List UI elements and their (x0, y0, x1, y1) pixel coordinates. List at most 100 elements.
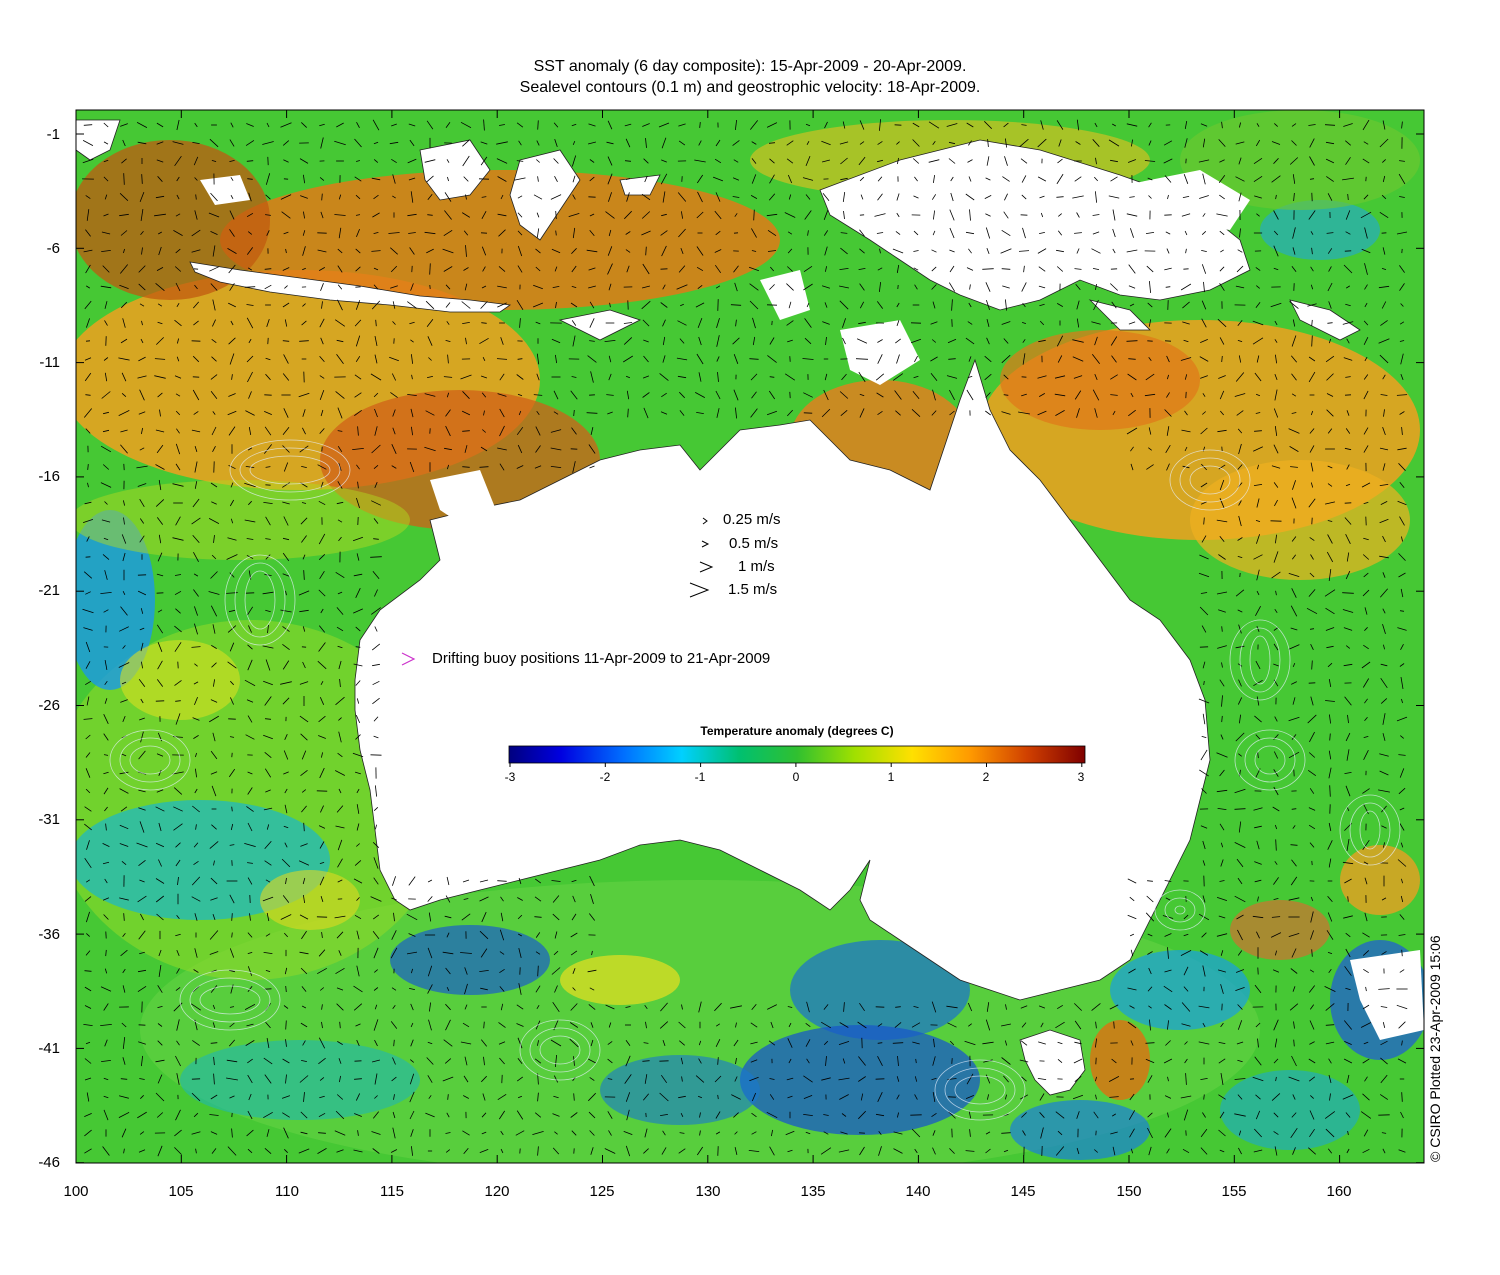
velocity-arrow (735, 1057, 737, 1065)
velocity-arrow (1201, 250, 1207, 252)
contour-line (244, 570, 276, 630)
velocity-arrow (1202, 411, 1206, 415)
velocity-arrow (519, 318, 521, 328)
velocity-arrow (194, 788, 198, 794)
velocity-arrow (734, 282, 738, 292)
velocity-arrow (823, 389, 829, 401)
velocity-arrow (1325, 1024, 1335, 1026)
velocity-arrow (427, 879, 433, 883)
velocity-arrow (839, 391, 849, 399)
velocity-arrow (284, 734, 288, 740)
velocity-arrow (734, 1076, 738, 1082)
velocity-arrow (733, 159, 739, 163)
velocity-arrow (156, 337, 164, 345)
velocity-arrow (1326, 176, 1334, 182)
velocity-arrow (858, 1110, 866, 1120)
velocity-arrow (480, 141, 488, 145)
velocity-arrow (338, 660, 342, 670)
velocity-arrow (1219, 266, 1225, 272)
velocity-arrow (284, 842, 288, 848)
velocity-arrow (1200, 1078, 1208, 1080)
velocity-arrow (1108, 195, 1120, 199)
velocity-arrow (608, 373, 612, 381)
velocity-arrow (1183, 339, 1189, 343)
velocity-arrow (334, 214, 346, 216)
velocity-arrow (696, 412, 704, 414)
velocity-arrow (447, 354, 449, 364)
velocity-arrow (537, 1040, 539, 1046)
velocity-arrow (1056, 173, 1064, 185)
velocity-arrow (244, 679, 256, 687)
velocity-arrow (100, 986, 112, 992)
velocity-arrow (1074, 1041, 1082, 1045)
velocity-arrow (1379, 1094, 1389, 1100)
velocity-arrow (1273, 643, 1279, 651)
velocity-arrow (1184, 138, 1188, 148)
velocity-arrow (607, 1041, 613, 1045)
velocity-arrow (337, 1041, 343, 1045)
velocity-arrow (1218, 464, 1226, 470)
velocity-arrow (1396, 231, 1408, 235)
velocity-arrow (805, 1131, 811, 1135)
velocity-arrow (712, 176, 724, 182)
velocity-arrow (1255, 267, 1261, 271)
velocity-arrow (1310, 231, 1314, 235)
velocity-arrow (137, 895, 147, 903)
velocity-arrow (1020, 1040, 1028, 1046)
velocity-arrow (1253, 484, 1263, 486)
velocity-arrow (299, 1075, 309, 1083)
velocity-arrow (823, 1004, 829, 1010)
velocity-arrow (119, 843, 129, 847)
velocity-arrow (355, 355, 361, 363)
title-line-2: Sealevel contours (0.1 m) and geostrophi… (519, 79, 981, 96)
velocity-arrow (1382, 535, 1386, 543)
velocity-arrow (157, 176, 163, 182)
velocity-arrow (1020, 158, 1028, 164)
velocity-arrow (390, 947, 398, 959)
velocity-arrow (1149, 281, 1151, 293)
velocity-arrow (354, 409, 362, 417)
velocity-arrow (1254, 1056, 1262, 1066)
velocity-arrow (119, 771, 129, 775)
velocity-arrow (356, 122, 360, 128)
velocity-arrow (1380, 698, 1388, 704)
velocity-arrow (893, 1131, 903, 1135)
contour-line (129, 745, 171, 775)
contour-line (1154, 889, 1206, 931)
velocity-arrow (442, 248, 454, 254)
velocity-arrow (589, 340, 595, 342)
velocity-arrow (231, 374, 233, 380)
velocity-arrow (355, 160, 361, 162)
velocity-arrow (1275, 534, 1277, 544)
velocity-arrow (1346, 1074, 1350, 1084)
velocity-arrow (535, 266, 541, 272)
velocity-arrow (1219, 337, 1225, 345)
velocity-arrow (516, 1110, 524, 1120)
velocity-arrow (392, 1057, 396, 1065)
velocity-arrow (318, 715, 326, 723)
velocity-arrow (1217, 969, 1227, 973)
velocity-arrow (212, 1022, 216, 1028)
velocity-arrow (227, 248, 237, 254)
velocity-arrow (443, 1039, 453, 1047)
velocity-arrow (1383, 842, 1385, 848)
velocity-arrow (644, 175, 648, 183)
velocity-arrow (336, 339, 344, 343)
velocity-arrow (823, 1114, 829, 1116)
velocity-arrow (300, 769, 308, 777)
velocity-arrow (100, 482, 112, 488)
velocity-arrow (928, 159, 940, 163)
velocity-arrow (229, 229, 235, 237)
velocity-arrow (985, 1074, 991, 1084)
velocity-arrow (1253, 1149, 1263, 1153)
velocity-arrow (444, 447, 452, 451)
velocity-arrow (696, 266, 704, 272)
velocity-arrow (1130, 949, 1134, 957)
velocity-arrow (555, 301, 557, 309)
velocity-arrow (84, 896, 92, 902)
velocity-arrow (213, 535, 215, 543)
contour-line (944, 1067, 1016, 1113)
velocity-arrow (264, 751, 272, 759)
velocity-arrow (1310, 930, 1314, 940)
velocity-arrow (320, 895, 324, 903)
